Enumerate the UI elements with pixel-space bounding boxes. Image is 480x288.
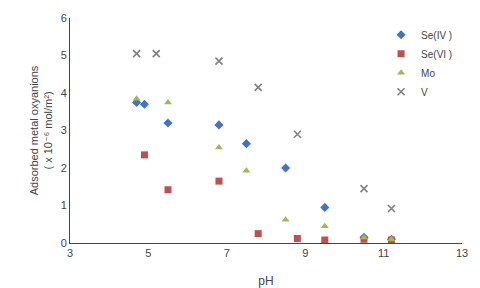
svg-text:3: 3: [61, 124, 67, 136]
svg-text:5: 5: [145, 247, 151, 259]
svg-text:Mo: Mo: [421, 68, 435, 79]
svg-text:9: 9: [302, 247, 308, 259]
svg-text:11: 11: [378, 247, 389, 259]
svg-text:3: 3: [67, 247, 73, 259]
svg-text:V: V: [421, 87, 428, 98]
svg-text:5: 5: [61, 49, 67, 61]
svg-text:4: 4: [61, 87, 67, 99]
svg-text:pH: pH: [258, 274, 273, 288]
svg-text:2: 2: [61, 162, 67, 174]
svg-text:7: 7: [224, 247, 230, 259]
svg-text:Se(VI ): Se(VI ): [421, 49, 452, 60]
svg-text:Se(IV ): Se(IV ): [421, 30, 452, 41]
svg-text:6: 6: [61, 12, 67, 24]
svg-text:Adsorbed metal oxyanions( x 10: Adsorbed metal oxyanions( x 10⁻⁶ mol/m²): [28, 65, 54, 195]
svg-text:13: 13: [456, 247, 468, 259]
svg-text:1: 1: [61, 199, 67, 211]
svg-text:0: 0: [61, 237, 67, 249]
